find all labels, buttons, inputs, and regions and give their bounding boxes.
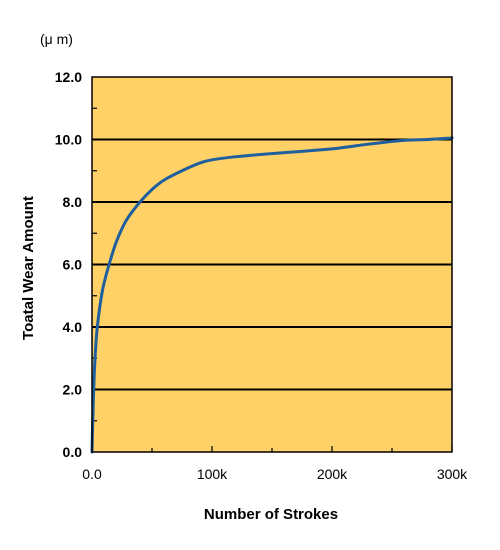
y-tick-label: 8.0 <box>63 194 83 210</box>
y-tick-labels: 0.0 2.0 4.0 6.0 8.0 10.0 12.0 <box>55 69 82 460</box>
y-tick-label: 10.0 <box>55 132 82 148</box>
y-tick-label: 0.0 <box>63 444 83 460</box>
y-tick-label: 12.0 <box>55 69 82 85</box>
x-tick-labels: 0.0 100k 200k 300k <box>82 466 468 482</box>
series-layer <box>90 136 454 454</box>
plot-frame <box>91 76 453 453</box>
minor-ticks <box>91 107 453 452</box>
y-tick-label: 6.0 <box>63 257 83 273</box>
x-tick-label: 300k <box>437 466 468 482</box>
gridlines <box>92 138 452 391</box>
y-axis-title: Toatal Wear Amount <box>20 196 37 340</box>
x-axis-title: Number of Strokes <box>204 506 338 523</box>
unit-label: (μ m) <box>40 31 73 47</box>
series-line-0 <box>90 136 454 454</box>
y-tick-label: 4.0 <box>63 319 83 335</box>
x-tick-label: 0.0 <box>82 466 102 482</box>
x-tick-label: 200k <box>317 466 348 482</box>
x-tick-label: 100k <box>197 466 228 482</box>
y-tick-label: 2.0 <box>63 382 83 398</box>
